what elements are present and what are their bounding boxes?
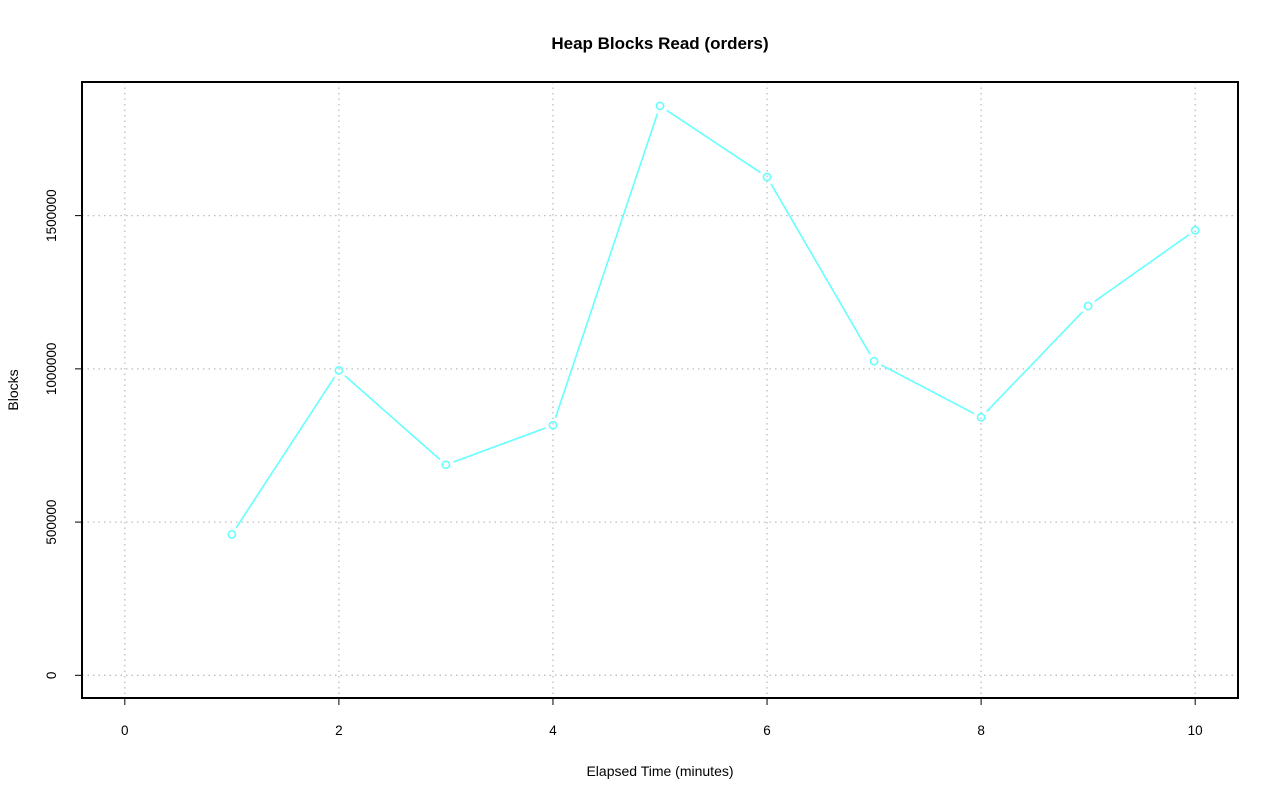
axes: 0 2 4 6 8 10 0 500000 1000000 1500000	[44, 189, 1203, 738]
y-tick-label: 1000000	[44, 343, 59, 396]
x-tick-label: 2	[335, 723, 343, 738]
x-tick-label: 8	[977, 723, 985, 738]
chart-title: Heap Blocks Read (orders)	[551, 34, 768, 53]
y-tick-label: 0	[44, 672, 59, 680]
data-point	[1190, 225, 1200, 235]
series-line-segment	[880, 364, 975, 415]
series-line-segment	[344, 375, 441, 461]
y-axis-label: Blocks	[5, 369, 21, 410]
data-point	[227, 529, 237, 539]
series-line-segment	[666, 109, 761, 174]
series-line-segment	[453, 427, 546, 463]
x-tick-label: 4	[549, 723, 557, 738]
data-point	[1083, 301, 1093, 311]
grid	[82, 82, 1238, 698]
data-point	[762, 172, 772, 182]
data-point	[441, 460, 451, 470]
series-line-segment	[554, 113, 659, 418]
x-tick-label: 0	[121, 723, 129, 738]
x-tick-label: 10	[1188, 723, 1203, 738]
plot-frame	[81, 81, 1239, 699]
y-tick-label: 500000	[44, 500, 59, 545]
x-tick-label: 6	[763, 723, 771, 738]
series-line-segment	[235, 376, 336, 529]
data-point	[869, 356, 879, 366]
y-tick-label: 1500000	[44, 189, 59, 242]
data-point	[976, 412, 986, 422]
data-point	[655, 101, 665, 111]
data-point	[548, 420, 558, 430]
data-point	[334, 365, 344, 375]
series	[227, 101, 1200, 539]
series-line-segment	[986, 311, 1084, 413]
series-line-segment	[1094, 234, 1190, 303]
x-axis-label: Elapsed Time (minutes)	[586, 763, 733, 779]
series-line-segment	[770, 183, 871, 355]
